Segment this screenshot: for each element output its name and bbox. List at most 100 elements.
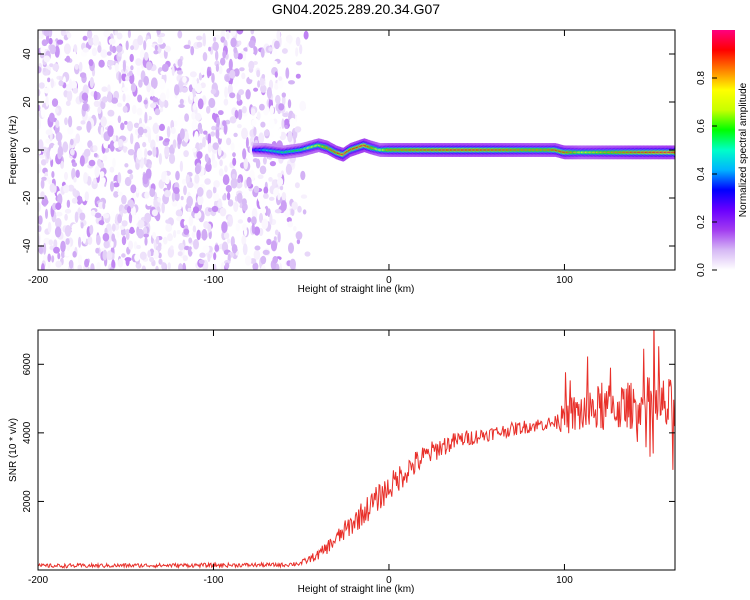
noise-cell xyxy=(93,100,100,108)
noise-cell xyxy=(182,76,187,83)
noise-cell xyxy=(165,223,173,232)
noise-cell xyxy=(127,30,131,39)
noise-cell xyxy=(250,30,255,35)
noise-cell xyxy=(159,92,166,102)
noise-cell xyxy=(215,129,220,139)
noise-cell xyxy=(226,30,230,40)
noise-cell xyxy=(121,87,129,92)
noise-cell xyxy=(122,105,128,113)
noise-cell xyxy=(57,193,63,206)
noise-cell xyxy=(252,262,259,270)
noise-cell xyxy=(268,177,273,182)
noise-cell xyxy=(195,83,202,94)
noise-cell xyxy=(112,157,116,168)
noise-cell xyxy=(55,107,59,114)
noise-cell xyxy=(127,149,135,156)
noise-cell xyxy=(241,198,247,206)
noise-cell xyxy=(98,162,105,169)
noise-cell xyxy=(176,216,182,222)
noise-cell xyxy=(113,182,120,188)
noise-cell xyxy=(55,119,60,128)
noise-cell xyxy=(287,221,294,228)
noise-cell xyxy=(102,213,110,219)
noise-cell xyxy=(72,87,79,94)
noise-cell xyxy=(268,47,273,52)
noise-cell xyxy=(225,185,232,193)
noise-cell xyxy=(194,112,202,122)
noise-cell xyxy=(43,87,50,94)
noise-cell xyxy=(272,48,277,56)
noise-cell xyxy=(173,230,177,238)
noise-cell xyxy=(94,166,100,178)
noise-cell xyxy=(38,104,41,112)
noise-cell xyxy=(221,221,228,234)
noise-cell xyxy=(173,187,180,194)
noise-cell xyxy=(93,177,97,185)
noise-cell xyxy=(53,246,60,254)
noise-cell xyxy=(38,215,43,225)
noise-cell xyxy=(259,165,267,175)
noise-cell xyxy=(237,53,243,60)
noise-cell xyxy=(137,219,145,229)
noise-cell xyxy=(102,96,108,103)
noise-cell xyxy=(177,251,183,257)
noise-cell xyxy=(223,123,228,135)
noise-cell xyxy=(38,89,41,97)
noise-cell xyxy=(222,174,230,186)
noise-cell xyxy=(63,43,71,55)
noise-cell xyxy=(125,228,130,234)
noise-cell xyxy=(48,239,53,246)
noise-cell xyxy=(206,189,213,199)
noise-cell xyxy=(88,159,96,167)
noise-cell xyxy=(152,231,157,239)
noise-cell xyxy=(278,128,282,137)
noise-cell xyxy=(47,221,52,234)
noise-cell xyxy=(144,212,152,223)
noise-cell xyxy=(49,63,54,68)
noise-cell xyxy=(194,174,200,184)
tick-label: -200 xyxy=(28,575,48,586)
noise-cell xyxy=(213,107,218,113)
noise-cell xyxy=(55,217,62,229)
noise-cell xyxy=(100,116,107,127)
noise-cell xyxy=(183,131,189,143)
noise-cell xyxy=(102,201,106,210)
noise-cell xyxy=(62,76,66,85)
noise-cell xyxy=(198,72,203,81)
noise-cell xyxy=(177,58,183,68)
noise-cell xyxy=(149,48,154,58)
tick-label: 0.2 xyxy=(696,215,707,229)
noise-cell xyxy=(144,111,148,124)
noise-cell xyxy=(182,262,187,270)
noise-cell xyxy=(149,188,156,198)
noise-cell xyxy=(250,108,256,116)
noise-cell xyxy=(102,232,110,242)
noise-cell xyxy=(207,133,212,146)
noise-cell xyxy=(79,155,85,167)
noise-cell xyxy=(204,153,209,163)
noise-cell xyxy=(183,185,187,196)
noise-cell xyxy=(121,235,127,246)
noise-cell xyxy=(227,199,234,207)
noise-cell xyxy=(245,89,251,100)
noise-region xyxy=(38,30,311,270)
noise-cell xyxy=(154,108,161,116)
noise-cell xyxy=(158,258,163,265)
noise-cell xyxy=(43,199,49,205)
noise-cell xyxy=(124,120,128,125)
noise-cell xyxy=(102,249,108,261)
noise-cell xyxy=(130,184,137,194)
noise-cell xyxy=(230,177,238,189)
noise-cell xyxy=(196,35,203,41)
noise-cell xyxy=(111,259,116,270)
noise-cell xyxy=(215,63,219,72)
noise-cell xyxy=(54,226,62,238)
noise-cell xyxy=(233,132,238,138)
noise-cell xyxy=(43,237,51,245)
noise-cell xyxy=(225,75,230,82)
noise-cell xyxy=(155,134,160,143)
noise-cell xyxy=(60,240,66,253)
noise-cell xyxy=(69,138,74,146)
noise-cell xyxy=(282,112,289,118)
